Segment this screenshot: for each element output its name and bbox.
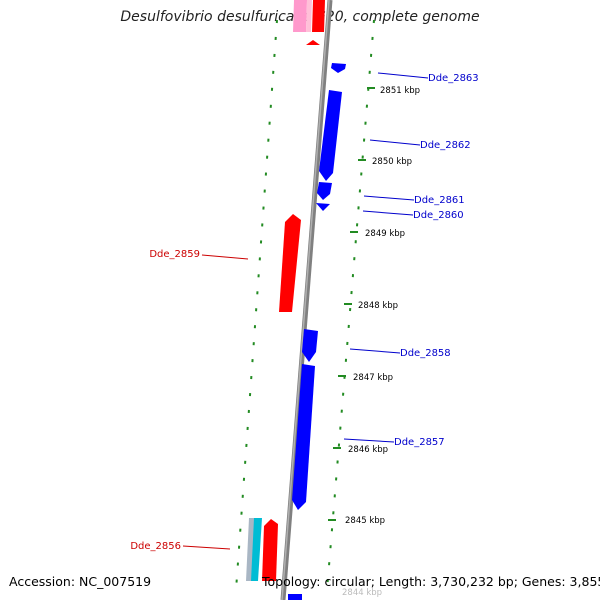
leader-dde-2859 <box>201 254 249 260</box>
gene-feature-pink[interactable] <box>293 0 307 32</box>
topology-label: Topology: circular; Length: 3,730,232 bp… <box>262 574 600 589</box>
gene-arrow-dde-2863[interactable] <box>331 63 346 73</box>
leader-dde-2863 <box>377 72 429 79</box>
gene-feature-red-small[interactable] <box>306 40 320 45</box>
gene-label-dde-2861[interactable]: Dde_2861 <box>414 195 465 206</box>
scale-label-2844: 2844 kbp <box>342 588 382 598</box>
gene-arrow-dde-2856[interactable] <box>262 519 278 581</box>
scale-label-2847: 2847 kbp <box>353 373 393 383</box>
leader-dde-2860 <box>362 210 414 216</box>
gene-feature-pink-light[interactable] <box>306 0 312 32</box>
gene-feature-red-top[interactable] <box>312 0 325 32</box>
gene-label-dde-2856[interactable]: Dde_2856 <box>130 541 181 552</box>
gene-arrow-dde-2860[interactable] <box>316 203 330 211</box>
gene-arrow-dde-2859[interactable] <box>279 214 301 312</box>
gene-label-dde-2858[interactable]: Dde_2858 <box>400 348 451 359</box>
scale-label-2851: 2851 kbp <box>380 86 420 96</box>
gene-arrow-dde-2862[interactable] <box>319 90 342 181</box>
gene-arrow-dde-2858[interactable] <box>302 329 318 362</box>
gene-label-dde-2862[interactable]: Dde_2862 <box>420 140 471 151</box>
leader-dde-2862 <box>369 139 421 146</box>
right-tick-track <box>326 19 375 591</box>
genome-backbone <box>280 0 333 600</box>
scale-ticks <box>328 87 375 521</box>
gene-feature-cyan[interactable] <box>251 518 262 581</box>
leader-dde-2857 <box>343 438 395 443</box>
leader-dde-2856 <box>182 545 231 550</box>
scale-label-2850: 2850 kbp <box>372 157 412 167</box>
gene-arrow-dde-2861[interactable] <box>317 182 332 200</box>
gene-label-dde-2860[interactable]: Dde_2860 <box>413 210 464 221</box>
gene-label-dde-2859[interactable]: Dde_2859 <box>149 249 200 260</box>
genome-backbone-highlight <box>281 0 330 600</box>
scale-label-2846: 2846 kbp <box>348 445 388 455</box>
accession-label: Accession: NC_007519 <box>9 574 152 589</box>
gene-arrow-dde-2857[interactable] <box>292 364 315 510</box>
scale-label-2849: 2849 kbp <box>365 229 405 239</box>
gene-feature-blue-bottom[interactable] <box>288 594 302 600</box>
leader-dde-2858 <box>349 348 401 354</box>
leader-dde-2861 <box>363 195 415 201</box>
scale-label-2845: 2845 kbp <box>345 516 385 526</box>
gene-label-dde-2857[interactable]: Dde_2857 <box>394 437 445 448</box>
gene-label-dde-2863[interactable]: Dde_2863 <box>428 73 479 84</box>
left-tick-track <box>235 19 278 591</box>
scale-label-2848: 2848 kbp <box>358 301 398 311</box>
